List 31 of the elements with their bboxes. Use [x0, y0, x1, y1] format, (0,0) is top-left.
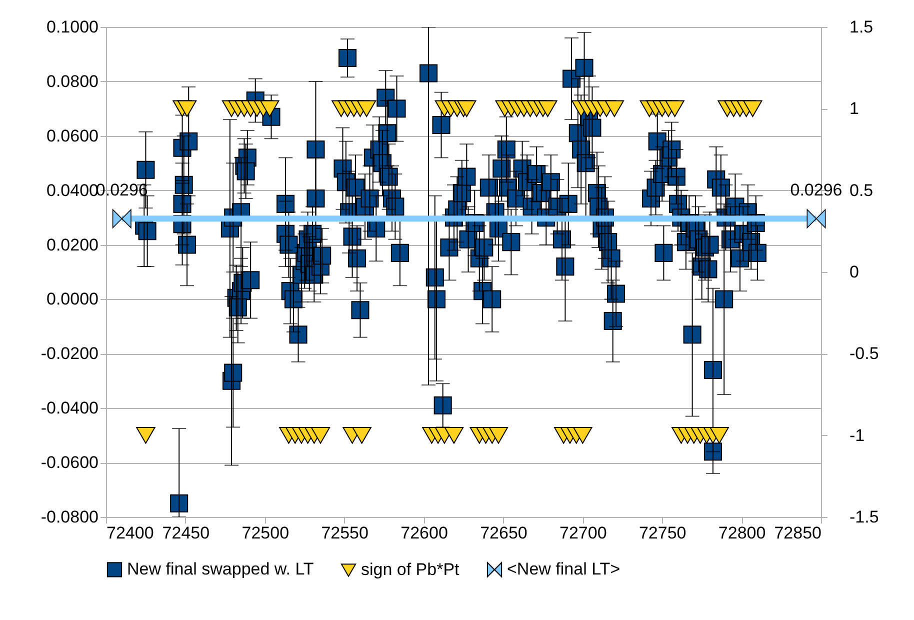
y2-tick-label: 1	[850, 99, 859, 118]
x-tick-label: 72850	[774, 524, 822, 542]
y-tick-label: 0.0600	[46, 126, 98, 146]
y2-tick-label: -1	[850, 426, 865, 445]
data-label: 0.0296	[790, 180, 842, 200]
x-tick-label: 72450	[162, 524, 210, 542]
y-tick-label: 0.1000	[46, 18, 98, 36]
x-tick-label: 72500	[242, 524, 290, 542]
y2-tick-label: -0.5	[850, 344, 879, 364]
x-tick-label: 72400	[106, 524, 154, 542]
y2-tick-label: 0	[850, 262, 859, 282]
y2-tick-label: -1.5	[850, 508, 879, 526]
x-tick-label: 72650	[480, 524, 528, 542]
x-tick-label: 72750	[638, 524, 686, 542]
legend-label: <New final LT>	[507, 560, 620, 579]
y-tick-label: -0.0200	[40, 344, 98, 364]
y-tick-label: 0.0200	[46, 235, 98, 254]
y-tick-label: -0.0800	[40, 508, 98, 526]
x-tick-label: 72600	[400, 524, 448, 542]
y2-tick-label: 0.5	[850, 180, 874, 200]
y-tick-label: -0.0600	[40, 453, 98, 472]
y-tick-label: 0.0000	[46, 290, 98, 309]
y2-tick-label: 1.5	[850, 18, 874, 36]
y-tick-label: 0.0400	[46, 180, 98, 200]
y-tick-label: -0.0400	[40, 398, 98, 418]
y-tick-label: 0.0800	[46, 72, 98, 91]
x-tick-label: 72550	[321, 524, 368, 542]
x-tick-label: 72800	[718, 524, 766, 542]
legend-label: sign of Pb*Pt	[361, 560, 460, 580]
x-tick-label: 72700	[560, 524, 607, 542]
legend-label: New final swapped w. LT	[127, 560, 314, 579]
